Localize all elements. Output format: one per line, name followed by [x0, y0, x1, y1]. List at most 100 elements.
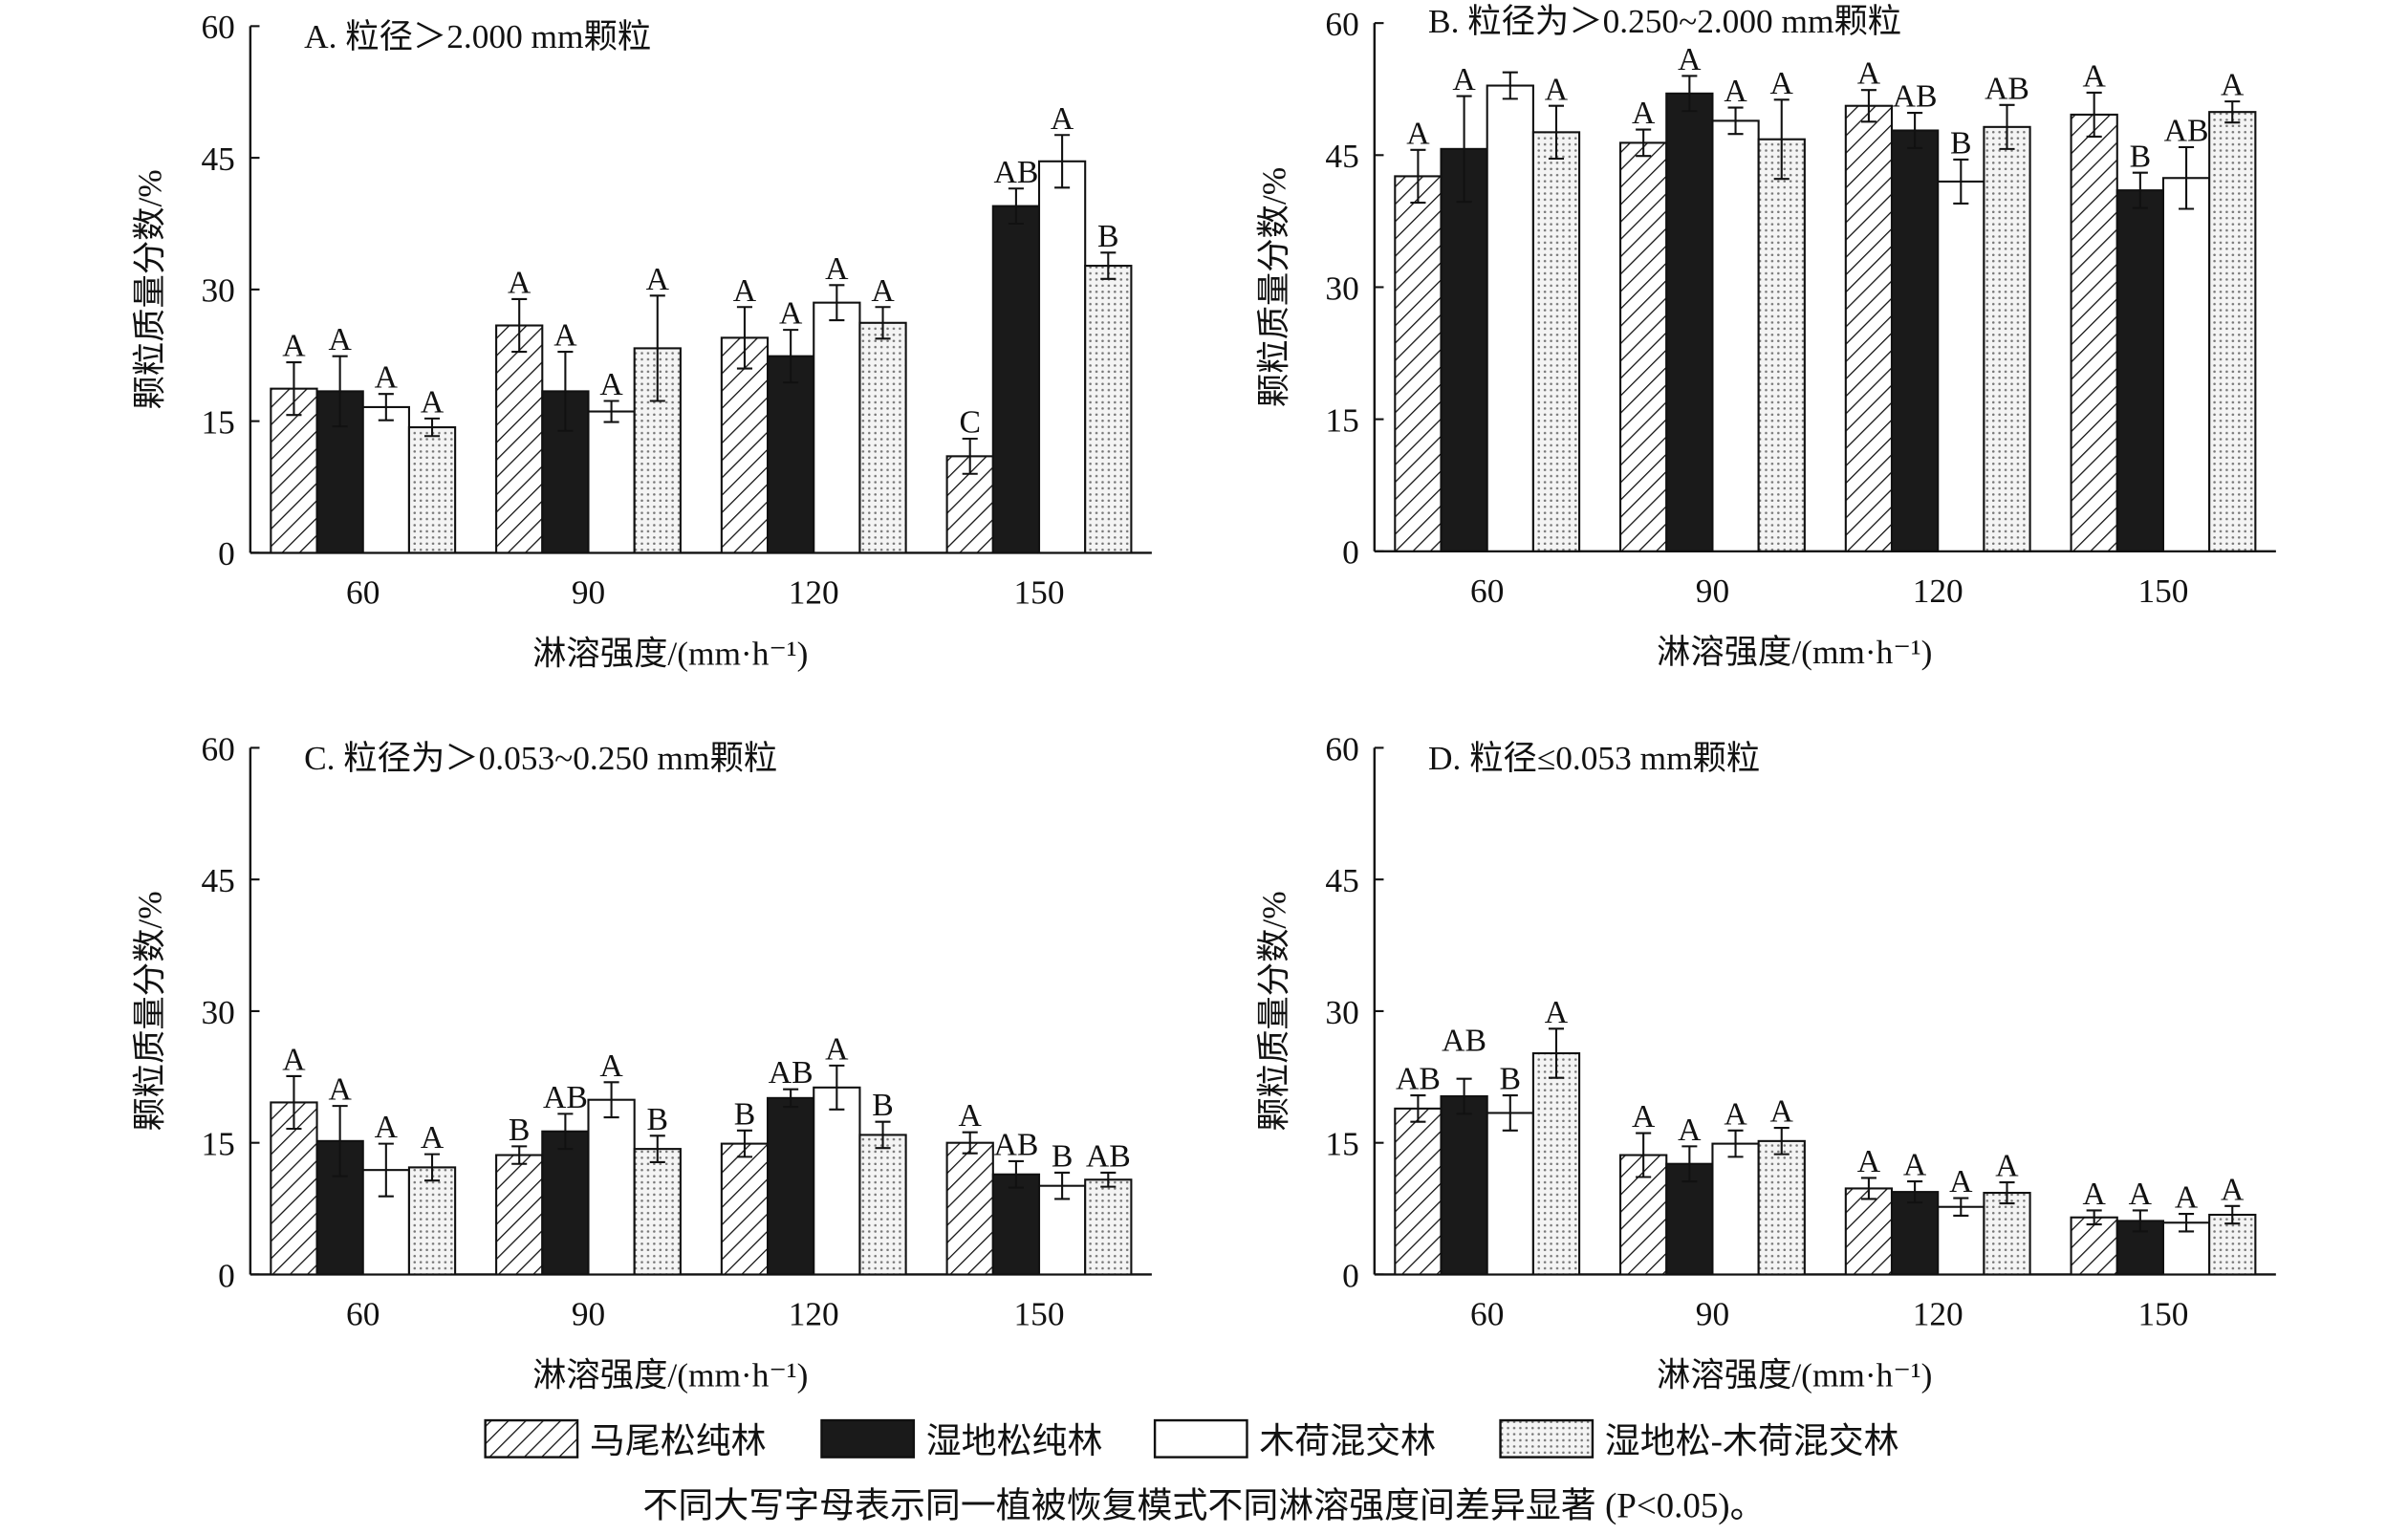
bar — [1983, 1191, 2031, 1276]
significance-letter: A — [1724, 1096, 1747, 1132]
bar — [767, 1096, 815, 1276]
bar — [2208, 1213, 2257, 1276]
x-axis-label: 淋溶强度/(mm·h⁻¹) — [1657, 634, 1932, 671]
legend-label: 湿地松纯林 — [926, 1421, 1103, 1460]
significance-letter: B — [1052, 1138, 1074, 1174]
significance-letter: A — [646, 262, 670, 297]
significance-letter: B — [647, 1102, 669, 1137]
x-tick-label: 150 — [2137, 1295, 2188, 1332]
panel-title: C. 粒径为＞0.053~0.250 mm颗粒 — [304, 740, 777, 777]
panel-title: A. 粒径＞2.000 mm颗粒 — [304, 18, 651, 55]
y-tick-label: 45 — [1325, 138, 1358, 175]
significance-letter: B — [509, 1113, 531, 1148]
y-tick-label: 45 — [201, 862, 234, 899]
bar — [1757, 1139, 1806, 1276]
significance-letter: AB — [1442, 1024, 1486, 1059]
y-tick-label: 15 — [1325, 401, 1358, 439]
y-tick-label: 60 — [201, 9, 234, 46]
x-tick-label: 150 — [1014, 1295, 1065, 1332]
significance-letter: A — [1857, 56, 1881, 92]
bar — [1844, 104, 1894, 552]
significance-letter: A — [1903, 1148, 1927, 1183]
bar — [407, 426, 457, 554]
significance-letter: A — [825, 251, 849, 287]
legend: 马尾松纯林 湿地松纯林 木荷混交林 湿地松-木荷混交林 — [484, 1418, 1899, 1460]
legend-item: 马尾松纯林 — [484, 1418, 767, 1460]
y-tick-label: 30 — [1325, 994, 1358, 1031]
significance-letter: A — [1632, 1099, 1656, 1134]
x-tick-label: 60 — [346, 1295, 380, 1332]
significance-letter: AB — [993, 1128, 1038, 1163]
footnote: 不同大写字母表示同一植被恢复模式不同淋溶强度间差异显著 (P<0.05)。 — [642, 1485, 1765, 1525]
significance-letter: B — [734, 1096, 756, 1132]
significance-letter: A — [1678, 42, 1702, 77]
bar — [1394, 175, 1443, 552]
significance-letter: A — [2129, 1177, 2153, 1212]
significance-letter: A — [508, 266, 531, 301]
x-tick-label: 120 — [1913, 573, 1963, 610]
bar — [1890, 129, 1940, 552]
bar — [1440, 1094, 1488, 1276]
significance-letter: AB — [993, 155, 1038, 190]
significance-letter: A — [375, 360, 399, 396]
significance-letter: B — [872, 1088, 894, 1123]
y-axis-label: 颗粒质量分数/% — [1256, 891, 1293, 1131]
significance-letter: A — [825, 1031, 849, 1067]
bar — [1665, 92, 1714, 552]
bar — [495, 324, 544, 554]
significance-letter: A — [1452, 62, 1476, 97]
significance-letter: B — [2130, 139, 2152, 174]
bar — [2070, 1216, 2118, 1276]
legend-swatch — [1153, 1418, 1248, 1458]
bar — [1531, 131, 1581, 552]
bar — [720, 1142, 770, 1276]
significance-letter: A — [599, 367, 623, 402]
legend-swatch — [820, 1418, 916, 1458]
significance-letter: A — [421, 1120, 445, 1156]
bar — [1711, 119, 1760, 552]
significance-letter: A — [421, 384, 445, 420]
significance-letter: A — [599, 1048, 623, 1084]
y-tick-label: 0 — [218, 535, 235, 573]
y-axis-label: 颗粒质量分数/% — [132, 169, 169, 409]
bar — [1983, 125, 2031, 552]
significance-letter: A — [1995, 1149, 2019, 1184]
bar — [858, 321, 907, 554]
bar — [1890, 1191, 1940, 1276]
significance-letter: A — [1632, 96, 1656, 131]
significance-letter: AB — [1086, 1138, 1131, 1174]
x-tick-label: 120 — [789, 573, 839, 611]
bar — [407, 1166, 457, 1276]
bar — [2208, 111, 2257, 552]
significance-letter: A — [733, 273, 757, 309]
significance-letter: A — [1545, 72, 1569, 107]
bar — [991, 205, 1041, 554]
bar — [1937, 180, 1985, 552]
significance-letter: B — [1097, 219, 1119, 254]
significance-letter: A — [1051, 101, 1074, 137]
y-tick-label: 45 — [1325, 862, 1358, 899]
significance-letter: C — [959, 405, 981, 441]
significance-letter: A — [1678, 1113, 1702, 1148]
significance-letter: A — [1857, 1144, 1881, 1179]
legend-item: 湿地松-木荷混交林 — [1499, 1418, 1899, 1460]
bar — [587, 1098, 636, 1276]
significance-letter: A — [2221, 68, 2245, 103]
x-tick-label: 120 — [789, 1295, 839, 1332]
significance-letter: A — [1949, 1164, 1973, 1199]
significance-letter: AB — [769, 1055, 814, 1091]
legend-label: 木荷混交林 — [1259, 1421, 1436, 1460]
significance-letter: A — [1724, 74, 1747, 109]
significance-letter: AB — [2164, 114, 2209, 149]
bar — [1084, 1178, 1133, 1276]
x-tick-label: 60 — [1470, 573, 1504, 610]
bar — [270, 387, 318, 554]
y-tick-label: 0 — [1342, 534, 1359, 572]
bar — [1937, 1205, 1985, 1276]
y-tick-label: 0 — [218, 1257, 235, 1294]
bar — [1440, 147, 1488, 552]
significance-letter: A — [1770, 1094, 1794, 1130]
significance-letter: A — [2221, 1172, 2245, 1207]
